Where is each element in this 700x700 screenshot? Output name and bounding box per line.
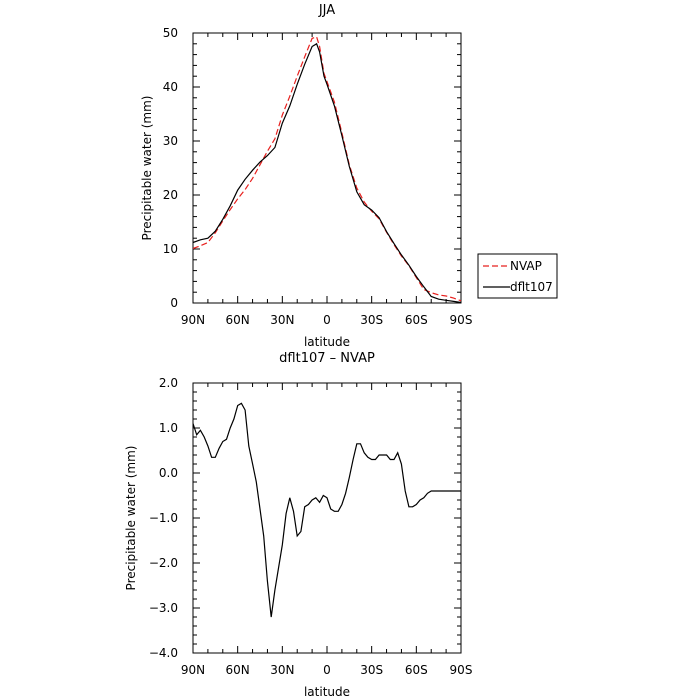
top-ytick-label: 0 xyxy=(170,296,178,310)
top-panel-title: JJA xyxy=(318,3,335,18)
bottom-panel-xlabel: latitude xyxy=(304,685,350,699)
top-ytick-label: 20 xyxy=(163,188,178,202)
top-panel: JJA 90N 60N 30N 0 30S 60S 90S 0 10 20 30 40 50 latit… xyxy=(140,3,472,349)
top-panel-series xyxy=(192,36,462,304)
bottom-panel-title: dflt107 – NVAP xyxy=(279,351,375,366)
top-panel-xlabel: latitude xyxy=(304,335,350,349)
top-xtick-label: 90N xyxy=(181,313,205,327)
top-plot-frame xyxy=(192,32,462,304)
top-ytick-label: 40 xyxy=(163,80,178,94)
legend: NVAP dflt107 xyxy=(477,253,558,299)
bottom-xtick-label: 30S xyxy=(360,663,383,677)
bottom-ytick-label: 2.0 xyxy=(159,376,178,390)
bottom-ytick-label: −4.0 xyxy=(149,646,178,660)
top-xtick-label: 60N xyxy=(226,313,250,327)
bottom-panel: dflt107 – NVAP 90N 60N 30N 0 30S 60S 90S −4.0 −3… xyxy=(124,351,472,699)
bottom-ytick-label: −1.0 xyxy=(149,511,178,525)
bottom-ytick-label: 1.0 xyxy=(159,421,178,435)
bottom-plot-frame xyxy=(192,382,462,654)
top-ytick-label: 10 xyxy=(163,242,178,256)
top-xtick-label: 30N xyxy=(270,313,294,327)
top-panel-ylabel: Precipitable water (mm) xyxy=(140,96,154,241)
top-series-line-0 xyxy=(192,36,462,302)
bottom-xtick-label: 90N xyxy=(181,663,205,677)
legend-label-dflt107: dflt107 xyxy=(510,280,553,294)
bottom-panel-series xyxy=(192,402,461,618)
bottom-xtick-label: 0 xyxy=(323,663,331,677)
bottom-xtick-label: 30N xyxy=(270,663,294,677)
bottom-ytick-label: −2.0 xyxy=(149,556,178,570)
top-xtick-label: 90S xyxy=(450,313,473,327)
bottom-panel-ylabel: Precipitable water (mm) xyxy=(124,446,138,591)
top-ytick-label: 50 xyxy=(163,26,178,40)
bottom-xtick-label: 90S xyxy=(450,663,473,677)
bottom-xtick-label: 60S xyxy=(405,663,428,677)
bottom-ytick-label: 0.0 xyxy=(159,466,178,480)
bottom-panel-ticks: 90N 60N 30N 0 30S 60S 90S −4.0 −3.0 −2.0 −1.0 0.0 1.… xyxy=(149,376,473,677)
top-xtick-label: 60S xyxy=(405,313,428,327)
top-panel-ticks: 90N 60N 30N 0 30S 60S 90S 0 10 20 30 40 50 xyxy=(163,26,473,327)
top-xtick-label: 30S xyxy=(360,313,383,327)
bottom-series-line-0 xyxy=(192,402,461,618)
top-ytick-label: 30 xyxy=(163,134,178,148)
legend-box xyxy=(477,253,558,299)
legend-label-nvap: NVAP xyxy=(510,259,542,273)
top-series-line-1 xyxy=(192,42,462,304)
top-xtick-label: 0 xyxy=(323,313,331,327)
bottom-xtick-label: 60N xyxy=(226,663,250,677)
bottom-ytick-label: −3.0 xyxy=(149,601,178,615)
